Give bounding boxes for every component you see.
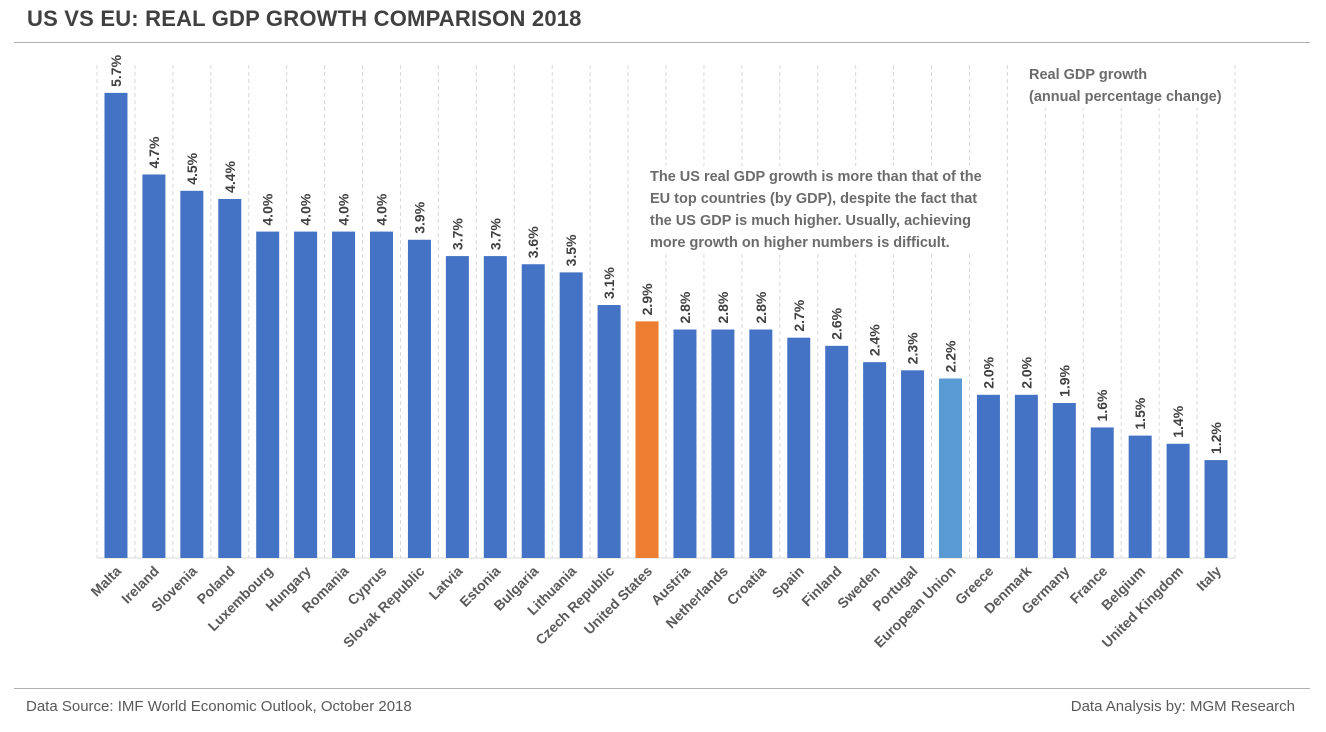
data-label: 2.8%: [715, 291, 731, 323]
bar-poland: [218, 198, 242, 558]
data-label: 4.7%: [146, 136, 162, 168]
legend-line-1: Real GDP growth: [1029, 67, 1148, 83]
bar-italy: [1204, 460, 1228, 558]
bar-estonia: [483, 256, 507, 558]
data-label: 1.6%: [1094, 389, 1110, 421]
bar-european-union: [939, 378, 962, 558]
bar-bulgaria: [521, 264, 545, 558]
bar-germany: [1052, 402, 1076, 558]
title-divider: [14, 42, 1310, 43]
bar-netherlands: [711, 329, 735, 558]
bar-slovenia: [180, 190, 204, 559]
data-label: 3.7%: [487, 218, 503, 250]
bar-spain: [787, 337, 811, 558]
data-label: 1.9%: [1056, 364, 1072, 396]
data-label: 2.0%: [980, 356, 996, 388]
data-label: 2.6%: [829, 307, 845, 339]
data-label: 2.4%: [867, 324, 883, 356]
legend-note: Real GDP growth (annual percentage chang…: [1025, 64, 1226, 108]
annotation-note: The US real GDP growth is more than that…: [646, 166, 986, 254]
bar-luxembourg: [256, 231, 280, 558]
note-line: the US GDP is much higher. Usually, achi…: [650, 213, 971, 229]
bar-austria: [673, 329, 697, 558]
bar-slovak-republic: [407, 239, 431, 558]
data-label: 1.4%: [1170, 405, 1186, 437]
data-label: 1.2%: [1208, 422, 1224, 454]
data-source: Data Source: IMF World Economic Outlook,…: [26, 698, 412, 715]
bar-cyprus: [370, 231, 393, 558]
data-label: 2.0%: [1018, 356, 1034, 388]
bar-hungary: [294, 231, 318, 558]
data-label: 4.4%: [222, 160, 238, 192]
bar-lithuania: [559, 272, 583, 558]
data-label: 2.9%: [639, 283, 655, 315]
data-label: 2.8%: [753, 291, 769, 323]
bar-romania: [332, 231, 356, 558]
data-label: 4.0%: [374, 193, 390, 225]
bar-france: [1090, 427, 1114, 558]
bar-greece: [976, 394, 1000, 558]
footer-divider: [14, 688, 1310, 689]
note-line: The US real GDP growth is more than that…: [650, 169, 982, 185]
note-line: more growth on higher numbers is difficu…: [650, 235, 950, 251]
data-label: 4.5%: [184, 152, 200, 184]
bar-malta: [104, 92, 128, 558]
bar-croatia: [749, 329, 773, 558]
legend-line-2: (annual percentage change): [1029, 89, 1222, 105]
category-label: Italy: [1193, 563, 1224, 594]
bar-belgium: [1128, 435, 1152, 558]
data-label: 3.1%: [601, 267, 617, 299]
data-label: 3.9%: [411, 201, 427, 233]
credit: Data Analysis by: MGM Research: [1070, 698, 1295, 715]
data-label: 3.6%: [525, 226, 541, 258]
bar-united-kingdom: [1166, 443, 1190, 558]
data-label: 2.8%: [677, 291, 693, 323]
data-label: 1.5%: [1132, 397, 1148, 429]
bar-latvia: [445, 256, 469, 558]
bar-ireland: [142, 174, 166, 559]
bar-united-states: [635, 321, 659, 558]
data-label: 5.7%: [108, 54, 124, 86]
page-title: US VS EU: REAL GDP GROWTH COMPARISON 201…: [27, 6, 582, 31]
data-label: 2.7%: [791, 299, 807, 331]
data-label: 4.0%: [260, 193, 276, 225]
bar-denmark: [1014, 394, 1038, 558]
data-label: 3.5%: [563, 234, 579, 266]
bar-chart: 5.7%Malta4.7%Ireland4.5%Slovenia4.4%Pola…: [87, 54, 1236, 651]
bar-finland: [825, 345, 849, 558]
data-label: 4.0%: [298, 193, 314, 225]
data-label: 4.0%: [336, 193, 352, 225]
note-line: EU top countries (by GDP), despite the f…: [650, 191, 978, 207]
bar-czech-republic: [597, 305, 621, 558]
category-label: United States: [581, 563, 656, 638]
category-label: Croatia: [724, 563, 770, 609]
bar-sweden: [863, 362, 887, 558]
data-label: 3.7%: [449, 218, 465, 250]
bar-portugal: [901, 370, 925, 558]
data-label: 2.3%: [905, 332, 921, 364]
data-label: 2.2%: [943, 340, 959, 372]
